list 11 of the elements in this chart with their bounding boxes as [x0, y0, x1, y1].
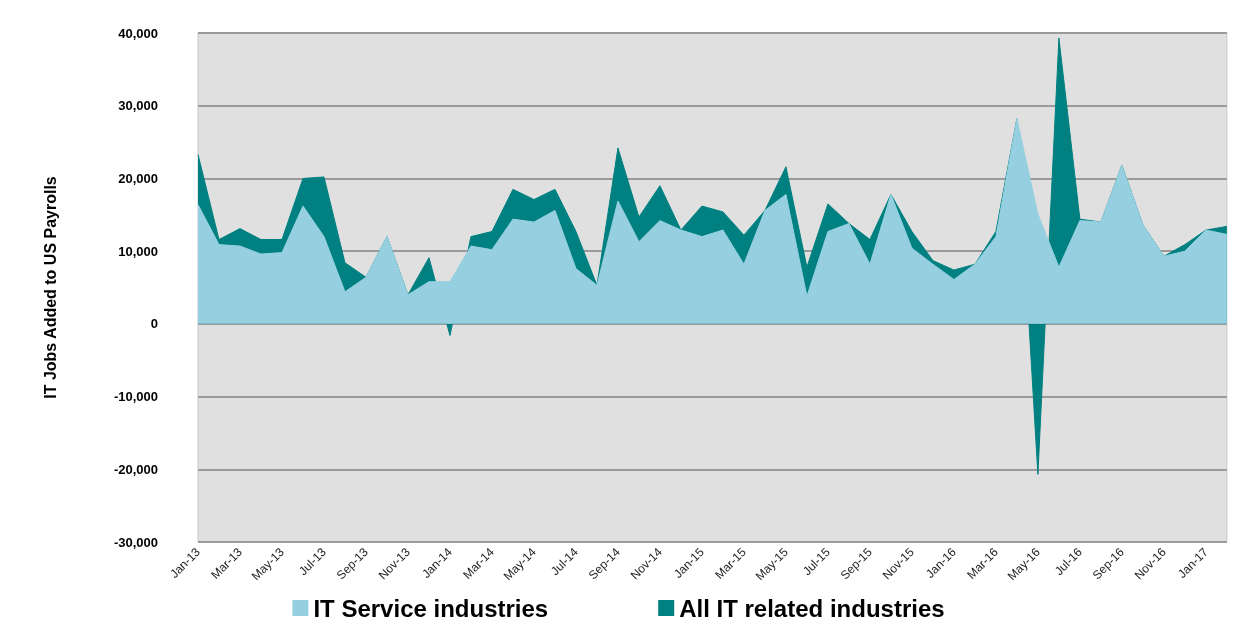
y-tick-label: -20,000	[113, 461, 158, 477]
y-axis-title: IT Jobs Added to US Payrolls	[41, 176, 59, 399]
legend-label: IT Service industries	[313, 594, 549, 622]
y-tick-label: 10,000	[118, 243, 158, 259]
y-tick-label: 30,000	[118, 98, 158, 114]
legend-label: All IT related industries	[679, 594, 945, 622]
y-tick-label: 0	[150, 316, 158, 332]
y-tick-label: 20,000	[118, 170, 158, 186]
y-tick-label: -10,000	[113, 389, 158, 405]
y-tick-label: -30,000	[113, 534, 158, 550]
y-tick-label: 40,000	[118, 25, 158, 41]
